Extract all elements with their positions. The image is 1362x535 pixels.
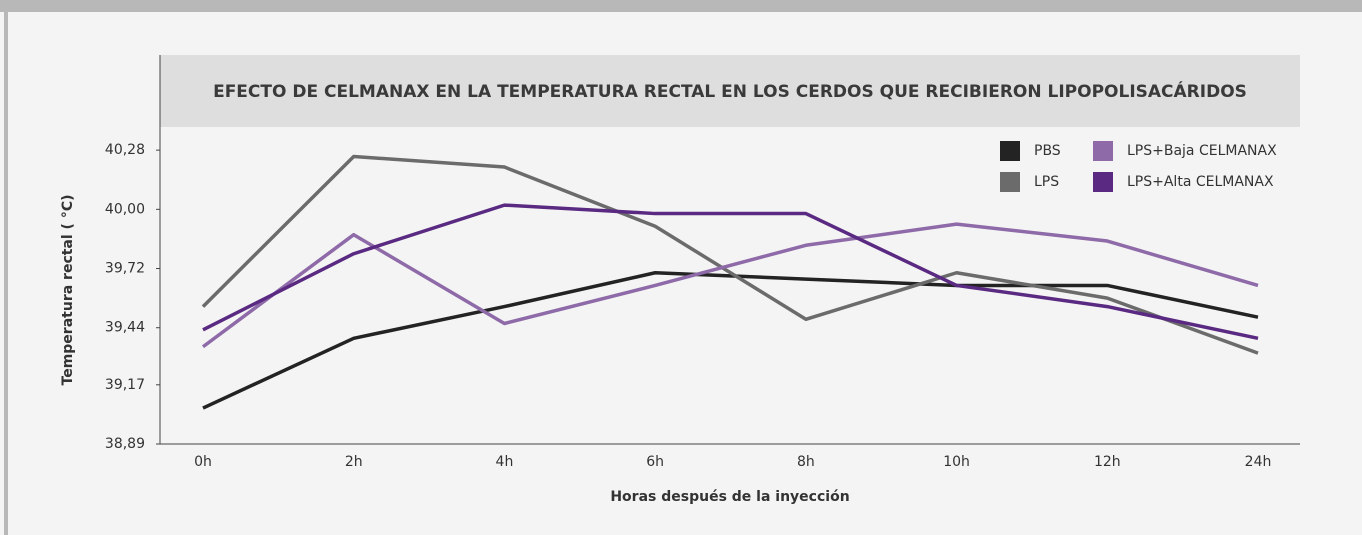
legend-swatch xyxy=(1000,141,1020,161)
left-border xyxy=(4,12,8,535)
legend-swatch xyxy=(1000,172,1020,192)
x-tick-label: 10h xyxy=(943,454,970,470)
legend-swatch xyxy=(1093,172,1113,192)
x-tick-label: 4h xyxy=(496,454,514,470)
chart-title: EFECTO DE CELMANAX EN LA TEMPERATURA REC… xyxy=(213,80,1247,102)
series-line xyxy=(201,222,1259,349)
y-tick-label: 40,28 xyxy=(105,142,145,158)
x-tick-label: 0h xyxy=(194,454,212,470)
y-tick-label: 39,72 xyxy=(105,261,145,277)
x-axis-label: Horas después de la inyección xyxy=(610,489,849,505)
top-border xyxy=(0,0,1362,12)
x-tick-label: 24h xyxy=(1245,454,1272,470)
y-tick-label: 39,17 xyxy=(105,377,145,393)
y-tick-label: 39,44 xyxy=(105,320,145,336)
x-tick-label: 12h xyxy=(1094,454,1121,470)
title-band xyxy=(160,55,1300,127)
legend-label: LPS+Alta CELMANAX xyxy=(1127,174,1274,190)
x-tick-label: 8h xyxy=(797,454,815,470)
legend-label: LPS xyxy=(1034,174,1059,190)
legend-label: LPS+Baja CELMANAX xyxy=(1127,143,1277,159)
y-tick-label: 38,89 xyxy=(105,436,145,452)
y-axis-label: Temperatura rectal ( °C) xyxy=(60,195,76,386)
legend-label: PBS xyxy=(1034,143,1061,159)
series-line xyxy=(202,271,1259,410)
y-tick-label: 40,00 xyxy=(105,201,145,217)
x-tick-label: 6h xyxy=(646,454,664,470)
series-line xyxy=(202,203,1259,341)
series-line xyxy=(201,154,1259,355)
x-tick-label: 2h xyxy=(345,454,363,470)
legend-swatch xyxy=(1093,141,1113,161)
